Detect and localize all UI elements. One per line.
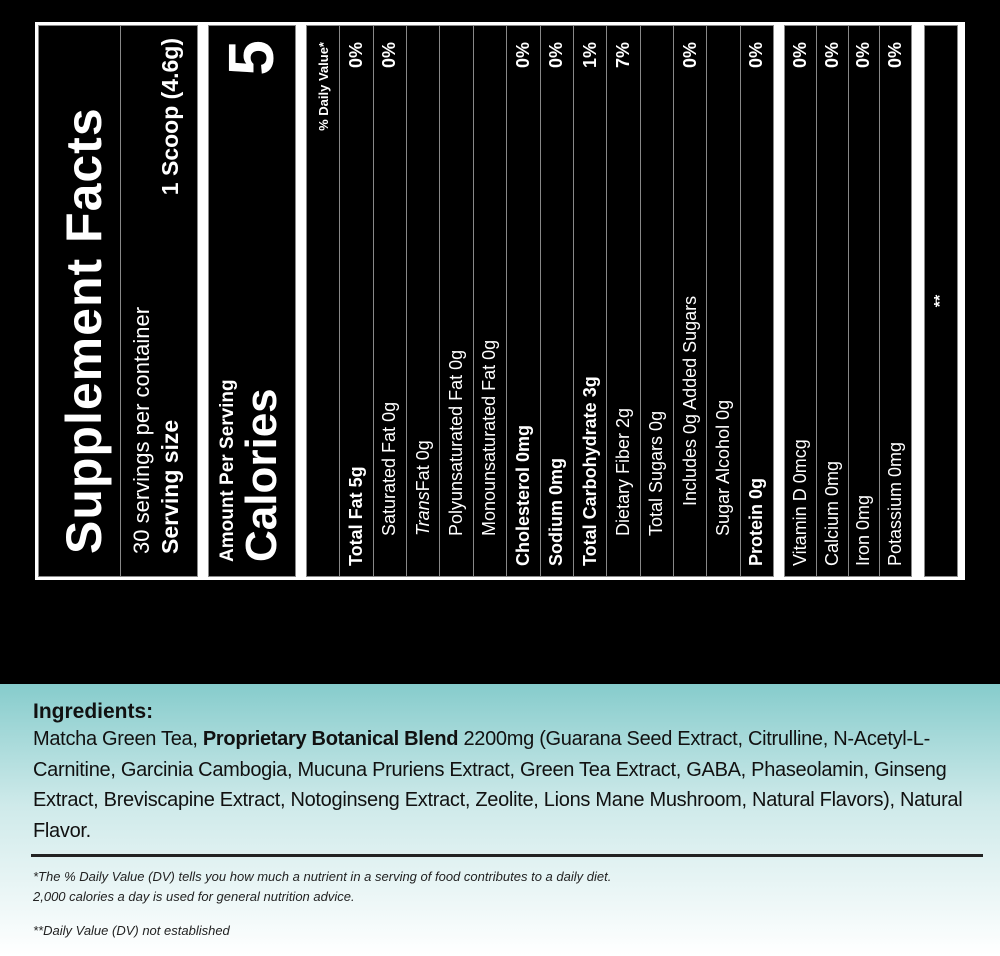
nutrient-label: Total Fat 5g (346, 466, 367, 566)
nutrient-label: Total Sugars 0g (646, 410, 667, 536)
nutrient-value: 0% (546, 42, 567, 69)
nutrient-label: Protein 0g (746, 477, 767, 566)
mineral-row: Calcium 0mg 0% (816, 26, 849, 576)
nutrient-row: Includes 0g Added Sugars 0% (673, 26, 708, 576)
nutrient-value: 0% (346, 42, 367, 69)
divider (198, 25, 208, 577)
nutrient-label: Saturated Fat 0g (379, 401, 400, 536)
nutrient-value: 7% (612, 42, 633, 69)
nutrient-row: Protein 0g 0% (741, 26, 773, 576)
servings-per-container: 30 servings per container (129, 306, 154, 554)
ingredients-part2: 2200mg (Guarana Seed Extract, Citrulline… (33, 728, 963, 842)
mineral-row: Iron 0mg 0% (848, 26, 881, 576)
footnote-divider (31, 854, 983, 857)
serving-size-label: Serving size (157, 419, 183, 554)
supplement-facts-panel: Supplement Facts 30 servings per contain… (35, 22, 965, 580)
divider (912, 25, 924, 577)
nutrient-value: 0% (679, 42, 700, 69)
mineral-label: Potassium 0mg (885, 441, 906, 566)
mineral-value: 0% (853, 42, 874, 69)
ingredients-heading: Ingredients: (33, 700, 154, 723)
panel-title: Supplement Facts (39, 26, 121, 576)
serving-size-row: Serving size 1 Scoop (4.6g) (157, 26, 184, 554)
mineral-row: Vitamin D 0mcg 0% (785, 26, 817, 576)
nutrient-value: 0% (746, 42, 767, 69)
calories-value: 5 (215, 40, 287, 76)
footer-mark: ** (932, 294, 949, 308)
nutrient-row: Cholesterol 0mg 0% (507, 26, 541, 576)
nutrient-label: Total Carbohydrate 3g (579, 376, 600, 566)
serving-size-value: 1 Scoop (4.6g) (157, 38, 183, 196)
mineral-label: Calcium 0mg (821, 460, 842, 566)
dv-header-text: % Daily Value* (315, 42, 331, 131)
nutrient-label: Sugar Alcohol 0g (712, 399, 733, 536)
ingredients-blend-name: Proprietary Botanical Blend (202, 728, 459, 750)
nutrient-label: Sodium 0mg (546, 457, 567, 566)
amount-per-serving: Amount Per Serving (217, 379, 238, 562)
nutrient-row: Monounsaturated Fat 0g (473, 26, 508, 576)
nutrient-row: Sugar Alcohol 0g (707, 26, 741, 576)
nutrient-row: TransFat 0g (407, 26, 441, 576)
trans-italic: Trans (412, 491, 433, 536)
dv-footnote-line2: 2,000 calories a day is used for general… (33, 889, 355, 904)
calories-section: Amount Per Serving Calories 5 (208, 25, 296, 577)
nutrient-value: 1% (579, 42, 600, 69)
mineral-value: 0% (821, 42, 842, 69)
nutrient-row: Total Carbohydrate 3g 1% (573, 26, 608, 576)
dv-not-established-note: **Daily Value (DV) not established (33, 923, 230, 938)
trans-rest: Fat 0g (412, 440, 433, 492)
mineral-label: Vitamin D 0mcg (789, 439, 810, 566)
divider (296, 25, 306, 577)
nutrient-row: Total Sugars 0g (640, 26, 674, 576)
ingredients-panel: Ingredients: Matcha Green Tea, Proprieta… (0, 684, 1000, 956)
nutrient-label: Cholesterol 0mg (512, 424, 533, 566)
nutrient-row: Dietary Fiber 2g 7% (607, 26, 641, 576)
nutrient-label: Dietary Fiber 2g (612, 407, 633, 536)
mineral-row: Potassium 0mg 0% (880, 26, 911, 576)
daily-value-header: % Daily Value* (307, 26, 341, 576)
nutrient-row: Total Fat 5g 0% (340, 26, 374, 576)
nutrient-row: Polyunsaturated Fat 0g (440, 26, 474, 576)
header-section: Supplement Facts 30 servings per contain… (38, 25, 198, 577)
ingredients-text: Matcha Green Tea, Proprietary Botanical … (33, 724, 983, 846)
mineral-value: 0% (885, 42, 906, 69)
mineral-value: 0% (789, 42, 810, 69)
nutrient-row: Saturated Fat 0g 0% (373, 26, 408, 576)
label-background: Supplement Facts 30 servings per contain… (35, 22, 965, 580)
mineral-label: Iron 0mg (853, 494, 874, 566)
dv-footnote-line1: *The % Daily Value (DV) tells you how mu… (33, 869, 612, 884)
ingredients-part1: Matcha Green Tea, (33, 728, 203, 750)
nutrient-label: Polyunsaturated Fat 0g (446, 349, 467, 536)
nutrient-label: Monounsaturated Fat 0g (479, 339, 500, 536)
nutrient-value: 0% (379, 42, 400, 69)
divider (774, 25, 784, 577)
nutrient-label: TransFat 0g (413, 440, 434, 536)
footer-mark-section: ** (924, 25, 958, 577)
nutrients-section: % Daily Value* Total Fat 5g 0% Saturated … (306, 25, 774, 577)
nutrient-value: 0% (512, 42, 533, 69)
nutrient-label: Includes 0g Added Sugars (679, 295, 700, 506)
calories-label: Calories (237, 388, 286, 562)
nutrient-row: Sodium 0mg 0% (540, 26, 574, 576)
minerals-section: Vitamin D 0mcg 0% Calcium 0mg 0% Iron 0mg 0… (784, 25, 912, 577)
